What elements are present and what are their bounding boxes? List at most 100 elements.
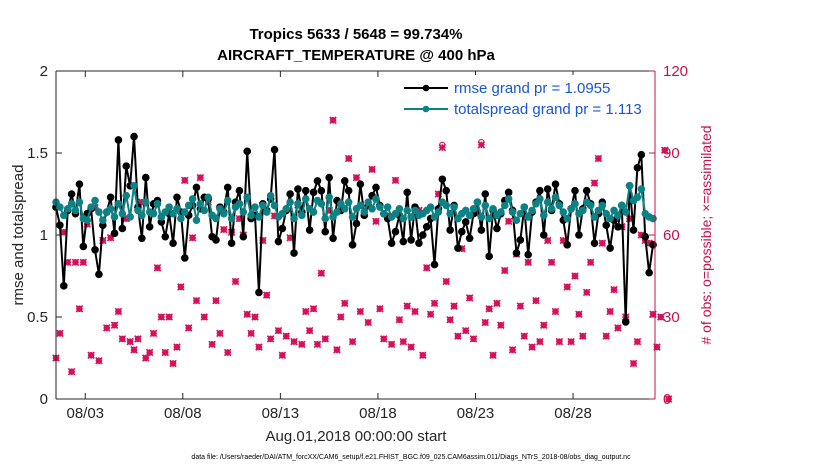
totalspread-point	[547, 204, 556, 213]
rmse-point	[212, 236, 220, 244]
obs-assimilated-marker	[344, 154, 353, 163]
obs-assimilated-marker	[395, 315, 404, 324]
obs-assimilated-marker	[313, 340, 322, 349]
rmse-point	[419, 231, 427, 239]
axes-layer: 0 0.5 1 1.5 2 0 30 60 90 120 08/03 08/08 08/13 08/18 0…	[27, 63, 688, 422]
rmse-point	[192, 183, 201, 192]
rmse-legend-marker	[422, 84, 430, 92]
totalspread-point	[520, 203, 529, 211]
rmse-point	[606, 244, 614, 252]
obs-assimilated-marker	[231, 277, 240, 286]
totalspread-point	[110, 213, 119, 221]
rmse-point	[614, 223, 622, 231]
totalspread-point	[259, 201, 267, 210]
obs-assimilated-marker	[134, 335, 142, 343]
rmse-point	[637, 150, 646, 159]
data-file-footnote: data file: /Users/raeder/DAI/ATM_forcXX/…	[191, 454, 631, 461]
totalspread-point	[169, 209, 177, 218]
totalspread-point	[266, 191, 275, 200]
obs-assimilated-marker	[56, 329, 64, 338]
rmse-point	[477, 226, 486, 234]
totalspread-point	[290, 214, 298, 223]
rmse-point	[645, 268, 653, 277]
totalspread-point	[56, 203, 64, 211]
totalspread-point	[434, 208, 443, 216]
totalspread-point	[500, 201, 509, 210]
rmse-point	[173, 193, 181, 202]
totalspread-point	[67, 200, 76, 208]
totalspread-point	[543, 198, 552, 206]
totalspread-point	[594, 206, 603, 215]
obs-assimilated-marker	[399, 337, 408, 346]
totalspread-point	[173, 204, 181, 213]
obs-assimilated-marker	[664, 395, 673, 403]
rmse-legend-label: rmse grand pr = 1.0955	[454, 80, 610, 97]
totalspread-point	[262, 208, 271, 216]
totalspread-point	[243, 193, 252, 202]
obs-assimilated-marker	[153, 264, 162, 272]
obs-assimilated-marker	[610, 285, 618, 294]
obs-assimilated-marker	[196, 173, 205, 182]
rmse-point	[325, 173, 333, 182]
totalspread-point	[485, 214, 493, 223]
totalspread-point	[126, 213, 134, 221]
obs-assimilated-marker	[598, 239, 607, 247]
obs-assimilated-marker	[594, 154, 603, 163]
rmse-point	[141, 173, 150, 182]
obs-assimilated-marker	[579, 332, 587, 340]
obs-assimilated-marker	[329, 116, 337, 124]
obs-assimilated-marker	[208, 340, 216, 349]
totalspread-point	[516, 209, 525, 218]
obs-assimilated-marker	[500, 266, 509, 275]
obs-assimilated-marker	[255, 343, 263, 351]
totalspread-point	[83, 216, 92, 225]
rmse-point	[536, 186, 544, 195]
rmse-point	[329, 234, 337, 243]
rmse-point	[543, 185, 552, 193]
obs-assimilated-marker	[536, 337, 544, 346]
totalspread-point	[188, 195, 197, 203]
totalspread-point	[606, 214, 614, 223]
totalspread-point	[403, 206, 412, 215]
totalspread-point	[446, 209, 454, 218]
obs-assimilated-marker	[301, 307, 310, 316]
rmse-point	[243, 147, 252, 156]
totalspread-point	[196, 200, 205, 208]
rmse-point	[223, 183, 232, 192]
obs-assimilated-marker	[149, 329, 158, 338]
obs-assimilated-marker	[516, 302, 525, 310]
totalspread-point	[504, 195, 513, 203]
totalspread-point	[555, 201, 564, 210]
y-axis-right-label: # of obs: o=possible; ×=assimilated	[698, 125, 714, 344]
rmse-point	[321, 227, 330, 236]
obs-assimilated-marker	[403, 302, 411, 310]
obs-assimilated-marker	[450, 302, 458, 310]
obs-assimilated-marker	[337, 313, 345, 321]
obs-assimilated-marker	[485, 305, 493, 313]
obs-assimilated-marker	[391, 176, 400, 185]
rmse-point	[290, 249, 298, 257]
totalspread-point	[610, 206, 618, 215]
y-right-tick-label: 30	[663, 309, 680, 326]
obs-assimilated-marker	[95, 356, 103, 365]
totalspread-point	[559, 208, 568, 216]
obs-assimilated-marker	[177, 283, 185, 291]
rmse-point	[60, 282, 68, 290]
y-right-tick-label: 90	[663, 145, 680, 162]
rmse-point	[138, 234, 146, 243]
rmse-point	[340, 177, 349, 185]
totalspread-point	[337, 200, 345, 208]
obs-assimilated-marker	[309, 305, 318, 313]
rmse-point	[130, 132, 138, 141]
obs-assimilated-marker	[333, 346, 341, 354]
x-tick-label: 08/18	[359, 405, 397, 422]
totalspread-point	[399, 214, 408, 223]
rmse-point	[270, 145, 279, 154]
totalspread-point	[192, 216, 201, 225]
rmse-point	[442, 186, 451, 195]
totalspread-point	[227, 214, 236, 223]
obs-assimilated-marker	[614, 324, 622, 332]
rmse-point	[590, 239, 599, 247]
obs-assimilated-marker	[602, 332, 610, 340]
obs-assimilated-marker	[356, 307, 365, 316]
